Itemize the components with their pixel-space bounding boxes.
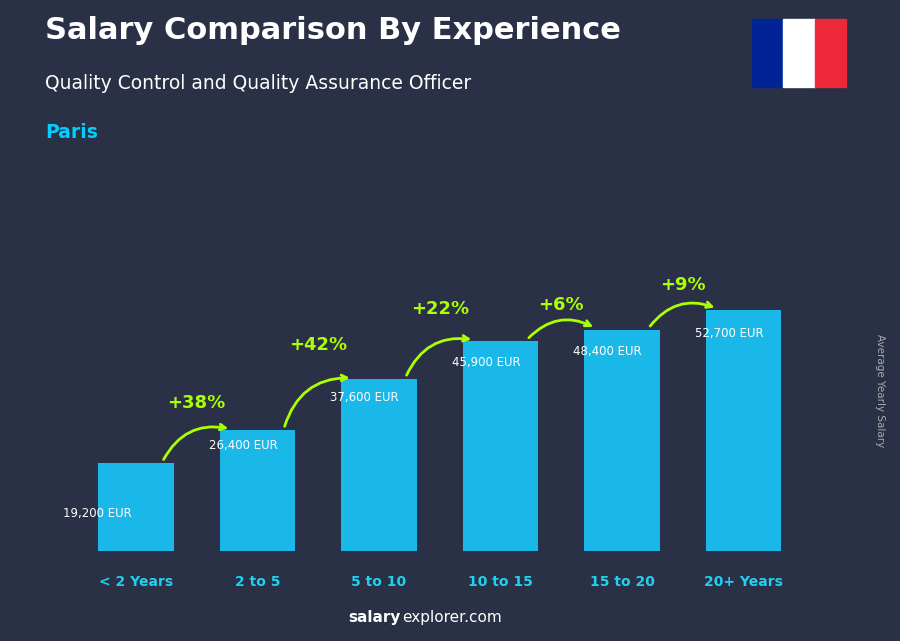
Bar	[220, 430, 295, 551]
Text: 45,900 EUR: 45,900 EUR	[452, 356, 520, 369]
Bar	[98, 463, 174, 551]
Text: Quality Control and Quality Assurance Officer: Quality Control and Quality Assurance Of…	[45, 74, 472, 93]
Text: 15 to 20: 15 to 20	[590, 575, 654, 589]
Text: salary: salary	[348, 610, 400, 625]
Text: 5 to 10: 5 to 10	[352, 575, 407, 589]
Text: 2 to 5: 2 to 5	[235, 575, 280, 589]
Text: +22%: +22%	[410, 300, 469, 318]
Text: explorer.com: explorer.com	[402, 610, 502, 625]
Text: 52,700 EUR: 52,700 EUR	[695, 327, 763, 340]
Text: 20+ Years: 20+ Years	[704, 575, 783, 589]
Text: 19,200 EUR: 19,200 EUR	[63, 507, 131, 520]
Bar	[752, 19, 783, 87]
Text: +6%: +6%	[538, 296, 584, 313]
Bar	[814, 19, 846, 87]
Bar	[584, 329, 660, 551]
Text: Average Yearly Salary: Average Yearly Salary	[875, 335, 886, 447]
Text: < 2 Years: < 2 Years	[99, 575, 173, 589]
Text: +9%: +9%	[660, 276, 706, 294]
Text: 10 to 15: 10 to 15	[468, 575, 533, 589]
Text: +38%: +38%	[167, 394, 226, 412]
Text: 37,600 EUR: 37,600 EUR	[330, 391, 399, 404]
Text: Salary Comparison By Experience: Salary Comparison By Experience	[45, 16, 621, 45]
Text: 48,400 EUR: 48,400 EUR	[573, 345, 642, 358]
Text: 26,400 EUR: 26,400 EUR	[209, 439, 277, 452]
Text: Paris: Paris	[45, 123, 98, 142]
Bar	[783, 19, 814, 87]
Bar	[463, 341, 538, 551]
Text: +42%: +42%	[289, 336, 347, 354]
Bar	[706, 310, 781, 551]
Bar	[341, 379, 417, 551]
